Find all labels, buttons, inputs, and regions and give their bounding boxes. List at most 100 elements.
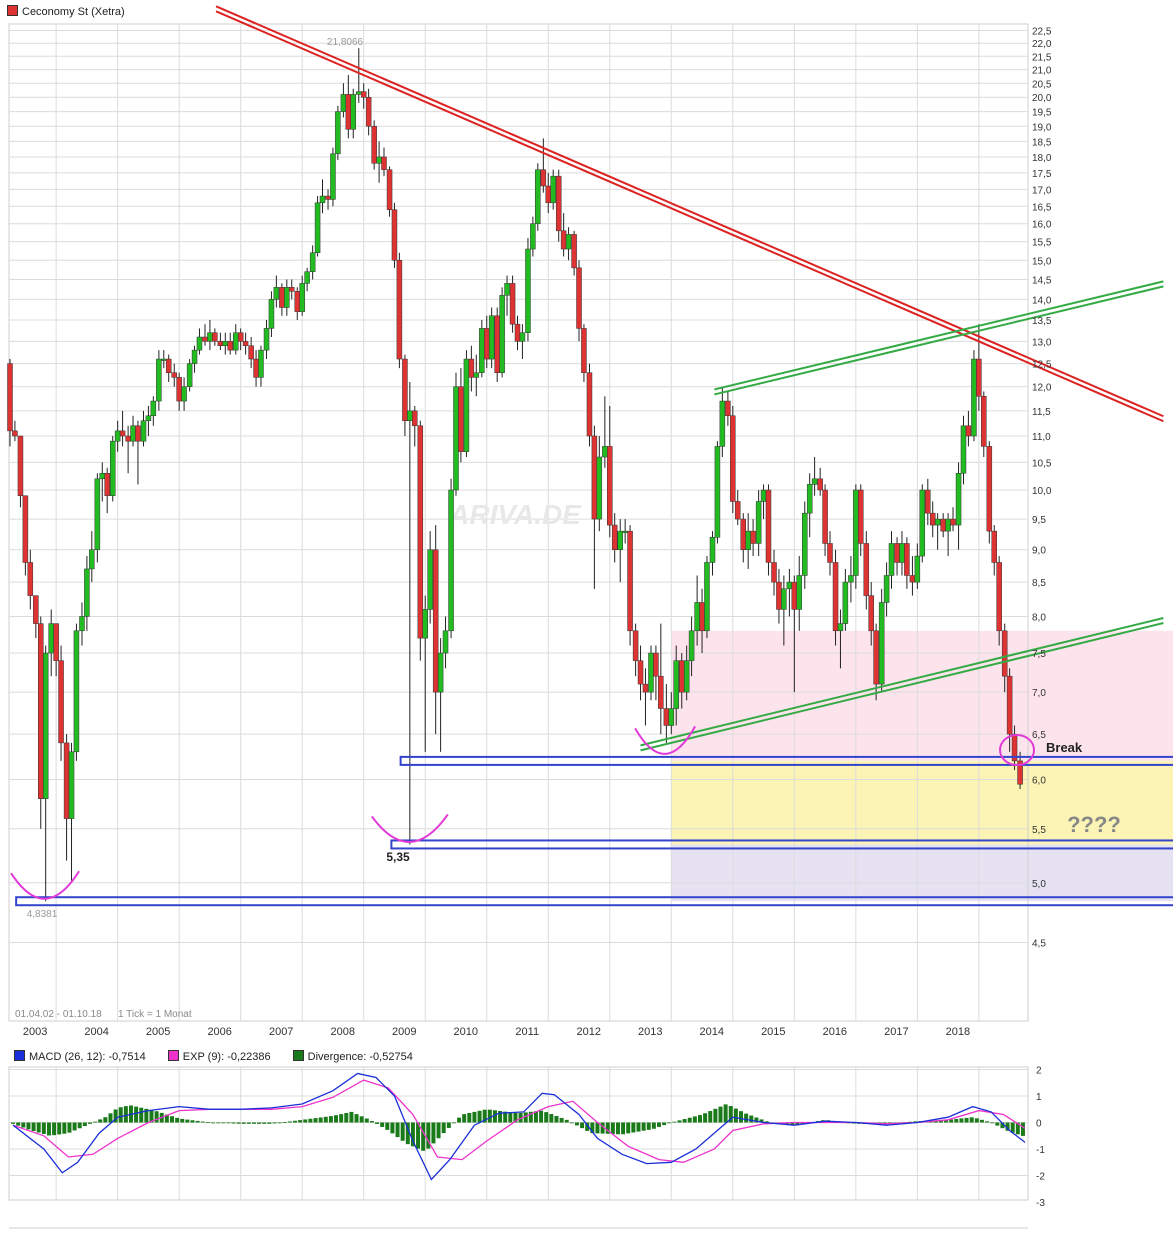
candle <box>673 660 679 709</box>
candle <box>1001 630 1008 677</box>
divergence-bar <box>62 1122 67 1134</box>
macd-y-label: 1 <box>1036 1092 1042 1103</box>
candle <box>1011 733 1018 762</box>
candle <box>432 549 439 693</box>
candle <box>694 602 700 632</box>
candle <box>299 283 305 312</box>
candle <box>468 358 475 378</box>
candle <box>919 489 926 557</box>
candle <box>73 630 80 753</box>
break-label: Break <box>1046 740 1083 755</box>
candle <box>678 660 685 693</box>
y-tick-label: 18,5 <box>1032 137 1052 148</box>
candle <box>668 708 675 726</box>
candle <box>509 283 516 325</box>
divergence-bar <box>272 1122 277 1124</box>
candle <box>981 395 987 447</box>
candle <box>530 223 536 250</box>
candle <box>284 287 290 308</box>
x-tick-label: 2004 <box>84 1026 108 1038</box>
divergence-bar <box>154 1111 159 1123</box>
candle <box>786 581 793 590</box>
candle <box>996 562 1002 632</box>
divergence-bar <box>231 1122 236 1124</box>
divergence-bar <box>52 1122 57 1136</box>
divergence-bar <box>277 1122 282 1124</box>
divergence-bar <box>749 1115 754 1123</box>
candle <box>765 489 772 563</box>
candle <box>760 489 767 502</box>
candle <box>888 543 895 576</box>
divergence-bar <box>739 1111 744 1123</box>
candle <box>176 377 182 402</box>
candle <box>822 489 828 544</box>
candle <box>48 623 54 654</box>
divergence-bar <box>539 1110 544 1123</box>
x-tick-label: 2008 <box>330 1026 354 1038</box>
divergence-bar <box>472 1111 477 1123</box>
y-tick-label: 9,5 <box>1032 515 1046 526</box>
candle <box>945 518 951 532</box>
divergence-bar <box>498 1110 503 1123</box>
divergence-bar <box>508 1112 513 1123</box>
candle <box>488 315 495 360</box>
divergence-bar <box>949 1119 954 1123</box>
target-zone-1 <box>671 760 1173 845</box>
divergence-bar <box>441 1122 446 1134</box>
candle <box>258 349 264 378</box>
divergence-bar <box>513 1112 518 1123</box>
candle <box>376 156 382 164</box>
candle <box>253 358 259 378</box>
divergence-bar <box>974 1118 979 1123</box>
y-tick-label: 12,0 <box>1032 383 1052 394</box>
y-tick-label: 14,5 <box>1032 275 1052 286</box>
candle <box>288 287 295 292</box>
support-535-label: 5,35 <box>386 850 410 864</box>
y-tick-label: 5,0 <box>1032 879 1046 890</box>
resistance-line <box>215 10 1164 423</box>
y-tick-label: 16,0 <box>1032 220 1052 231</box>
candle <box>109 440 116 496</box>
candle <box>114 430 121 442</box>
candle <box>602 446 608 458</box>
divergence-bar <box>318 1117 323 1123</box>
candle <box>161 358 167 361</box>
title-text: Ceconomy St (Xetra) <box>22 6 125 18</box>
divergence-bar <box>626 1122 631 1134</box>
candle <box>140 420 147 442</box>
candle <box>755 501 762 544</box>
divergence-bar <box>185 1119 190 1123</box>
question-label: ???? <box>1067 812 1121 837</box>
y-tick-label: 12,5 <box>1032 360 1052 371</box>
candle <box>365 96 372 127</box>
candle <box>268 299 275 329</box>
divergence-bar <box>390 1122 395 1134</box>
divergence-bar <box>103 1117 108 1123</box>
candle <box>806 484 813 514</box>
candle <box>750 530 756 544</box>
divergence-bar <box>487 1109 492 1123</box>
divergence-bar <box>164 1114 169 1123</box>
candle <box>883 575 890 603</box>
macd-line <box>12 1072 1026 1181</box>
candle <box>894 543 900 563</box>
legend-label: Divergence: -0,52754 <box>307 1051 413 1063</box>
y-tick-label: 7,5 <box>1032 649 1046 660</box>
annotation-markers <box>10 725 1036 900</box>
grid-lines <box>8 23 1029 1022</box>
macd-panel: 2 1 0 -1 -2 -3 <box>8 1066 1045 1229</box>
divergence-bar <box>359 1116 364 1123</box>
divergence-bar <box>938 1120 943 1123</box>
y-tick-label: 5,5 <box>1032 825 1046 836</box>
candle <box>181 386 187 402</box>
candle <box>233 332 239 351</box>
candle <box>791 581 798 610</box>
legend-swatch <box>167 1050 179 1061</box>
divergence-bar <box>328 1116 333 1123</box>
candle <box>330 153 336 200</box>
divergence-bar <box>36 1122 41 1133</box>
channel-lower-line <box>640 617 1164 747</box>
candle <box>99 473 106 480</box>
divergence-bar <box>672 1121 677 1123</box>
